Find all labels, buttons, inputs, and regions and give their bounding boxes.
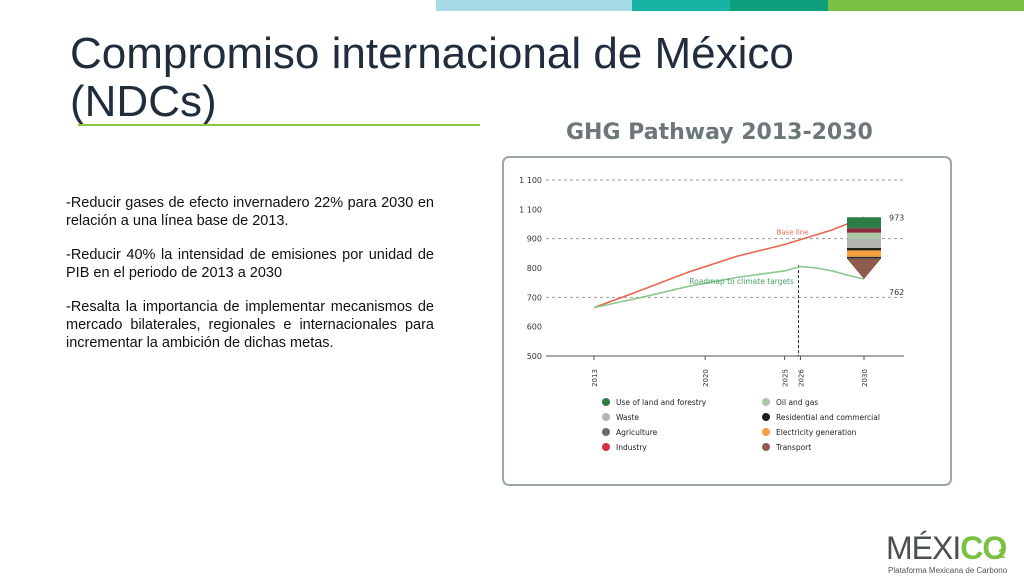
reduction-segment	[847, 248, 881, 251]
logo-co: CO	[960, 530, 1007, 566]
y-tick-label: 500	[527, 352, 542, 361]
legend-swatch	[602, 398, 610, 406]
x-tick-label: 2013	[591, 369, 599, 387]
x-tick-label: 2026	[797, 369, 805, 387]
legend-label: Residential and commercial	[776, 413, 880, 422]
logo-mexi: MÉXI	[886, 530, 961, 566]
baseline-series-line	[593, 216, 865, 309]
x-tick-label: 2030	[861, 369, 869, 387]
title-underline	[78, 124, 480, 126]
y-tick-label: 700	[527, 293, 542, 302]
paragraph-2: -Reducir 40% la intensidad de emisiones …	[66, 247, 434, 281]
reduction-segment	[847, 250, 881, 257]
legend-label: Oil and gas	[776, 398, 818, 407]
legend-swatch	[602, 443, 610, 451]
chart-title: GHG Pathway 2013-2030	[566, 120, 873, 145]
legend-label: Electricity generation	[776, 428, 857, 437]
logo-wordmark: MÉXICO	[886, 530, 1007, 566]
logo-subscript: 2	[998, 546, 1006, 561]
y-tick-label: 1 100	[519, 176, 542, 185]
legend-label: Agriculture	[616, 428, 658, 437]
body-text: -Reducir gases de efecto invernadero 22%…	[66, 194, 434, 368]
reduction-segment	[847, 238, 881, 249]
top-accent-bar-3	[730, 0, 828, 11]
ghg-pathway-chart: 1 100 1 100 900 800 700 600 500 2013 2020 2025 202…	[519, 176, 904, 452]
slide-title: Compromiso internacional de México (NDCs…	[70, 29, 794, 126]
reduction-segment	[847, 232, 881, 239]
x-tick-label: 2020	[702, 369, 710, 387]
x-tick-label: 2025	[782, 369, 790, 387]
roadmap-series-line	[593, 265, 865, 309]
top-accent-bar-2	[632, 0, 730, 11]
mexico-co2-logo: MÉXICO 2 Plataforma Mexicana de Carbono	[886, 532, 1016, 576]
legend-swatch	[602, 428, 610, 436]
y-tick-label: 900	[527, 235, 542, 244]
legend-swatch	[762, 398, 770, 406]
legend-label: Use of land and forestry	[616, 398, 707, 407]
y-tick-label: 1 100	[519, 205, 542, 214]
end-label-target: 762	[889, 288, 904, 297]
legend-swatch	[762, 413, 770, 421]
legend-swatch	[762, 443, 770, 451]
top-accent-bar-4	[828, 0, 1024, 11]
y-tick-label: 800	[527, 264, 542, 273]
legend-label: Industry	[616, 443, 647, 452]
paragraph-1: -Reducir gases de efecto invernadero 22%…	[66, 195, 434, 229]
y-tick-label: 600	[527, 323, 542, 332]
roadmap-annotation: Roadmap to climate targets	[689, 277, 794, 286]
top-accent-bar-1	[436, 0, 632, 11]
baseline-annotation: Base line	[777, 229, 809, 237]
logo-tagline: Plataforma Mexicana de Carbono	[888, 566, 1008, 575]
legend-swatch	[602, 413, 610, 421]
reduction-segment	[847, 217, 881, 229]
reduction-segment	[847, 228, 881, 233]
paragraph-3: -Resalta la importancia de implementar m…	[66, 299, 434, 351]
legend-swatch	[762, 428, 770, 436]
reduction-segment	[847, 258, 881, 280]
legend-label: Waste	[616, 413, 639, 422]
reduction-segment	[847, 256, 881, 259]
chart-frame: 1 100 1 100 900 800 700 600 500 2013 2020 2025 202…	[502, 156, 952, 486]
end-label-base: 973	[889, 213, 904, 222]
legend-label: Transport	[775, 443, 811, 452]
